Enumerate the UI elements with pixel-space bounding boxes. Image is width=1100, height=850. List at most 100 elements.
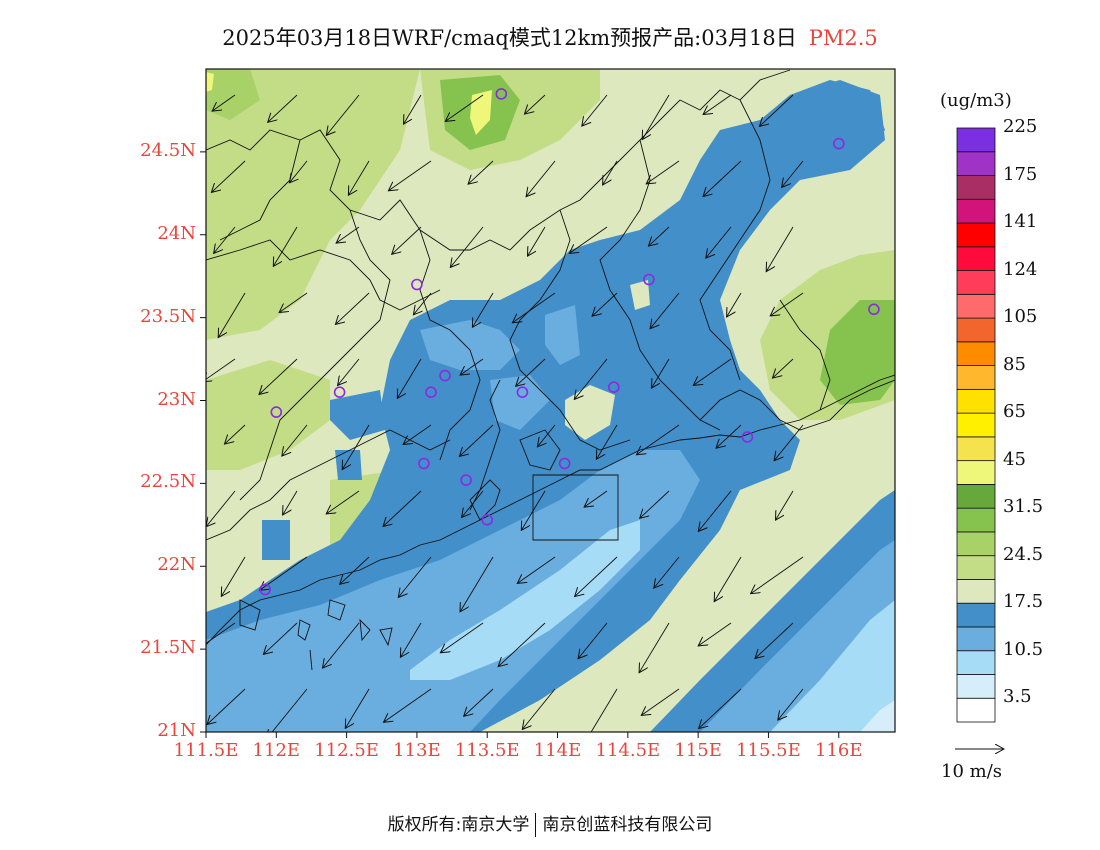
- coastline: [206, 374, 895, 671]
- colorbar-swatch: [956, 175, 996, 200]
- lat-label: 23N: [157, 388, 196, 410]
- station-marker: [868, 303, 880, 316]
- wind-vector: [283, 490, 298, 515]
- field-10-17-sw-blob: [262, 520, 290, 560]
- wind-vector: [342, 424, 370, 470]
- wind-vector: [569, 226, 608, 253]
- wind-vector: [206, 358, 236, 382]
- colorbar-swatch: [956, 317, 996, 343]
- colorbar-swatch: [956, 341, 996, 366]
- station-marker: [741, 431, 754, 443]
- wind-vector: [289, 160, 308, 183]
- wind-vector: [498, 622, 546, 667]
- wind-vector: [755, 622, 794, 659]
- wind-vector: [603, 160, 618, 185]
- wind-vector: [340, 556, 370, 584]
- colorbar-swatch: [956, 127, 996, 153]
- station-marker: [558, 457, 571, 470]
- wind-vector: [468, 160, 494, 184]
- field-3-10-inland2: [545, 305, 580, 365]
- station-marker: [643, 273, 655, 286]
- field-3-bay: [410, 520, 640, 680]
- wind-vector: [776, 490, 794, 520]
- wind-vector: [649, 226, 670, 246]
- wind-vector: [388, 160, 432, 191]
- field-10-17-ne-strip: [790, 80, 885, 150]
- wind-vector: [225, 424, 246, 444]
- wind-vector: [259, 358, 298, 395]
- wind-vector: [445, 94, 484, 121]
- wind-vector: [268, 94, 298, 122]
- wind-vector: [404, 94, 422, 124]
- wind-vector: [574, 358, 608, 399]
- wind-vector: [526, 160, 556, 197]
- wind-vector: [650, 292, 680, 329]
- station-marker: [333, 386, 346, 399]
- wind-vectors: [206, 94, 804, 732]
- wind-vector: [207, 688, 246, 725]
- wind-vector: [652, 358, 670, 388]
- colorbar-swatch: [956, 555, 996, 580]
- wind-vector: [263, 622, 298, 654]
- wind-vector: [221, 556, 246, 596]
- wind-vector: [639, 622, 670, 673]
- wind-vector: [522, 688, 556, 729]
- wind-vector: [706, 226, 732, 258]
- colorbar-swatch: [956, 436, 996, 462]
- colorbar-swatch: [956, 531, 996, 557]
- wind-vector: [521, 490, 546, 530]
- lon-label: 111.5E: [173, 740, 239, 761]
- wind-reference-label: 10 m/s: [941, 761, 1002, 782]
- field-45-65-nw: [206, 72, 214, 92]
- station-marker: [832, 137, 845, 150]
- wind-vector: [646, 160, 680, 184]
- lat-label: 21.5N: [140, 637, 196, 659]
- lon-label: 115.5E: [736, 740, 801, 761]
- station-marker: [270, 406, 283, 418]
- colorbar-label: 17.5: [1003, 591, 1044, 613]
- wind-vector: [714, 556, 742, 602]
- field-3-10-inland: [420, 320, 520, 370]
- title-main: 2025年03月18日WRF/cmaq模式12km预报产品:03月18日: [222, 26, 797, 50]
- colorbar-swatch: [956, 151, 996, 176]
- lon-label: 113E: [393, 740, 441, 761]
- wind-vector: [403, 424, 432, 445]
- field-10-17-west-blob: [330, 390, 385, 440]
- colorbar-label: 3.5: [1003, 686, 1032, 708]
- wind-vector: [537, 424, 556, 447]
- lon-label: 115E: [674, 740, 722, 761]
- wind-vector: [206, 490, 236, 527]
- wind-vector: [397, 358, 422, 398]
- wind-vector: [693, 358, 732, 385]
- wind-vector: [582, 94, 608, 126]
- wind-vector: [345, 688, 370, 728]
- station-marker: [481, 513, 494, 526]
- copyright-prefix: 版权所有:: [387, 815, 462, 835]
- wind-vector: [636, 424, 680, 455]
- wind-vector: [212, 94, 236, 111]
- lon-label: 112.5E: [314, 740, 379, 761]
- wind-vector: [592, 292, 618, 316]
- colorbar-swatch: [956, 388, 996, 414]
- wind-vector: [400, 622, 422, 657]
- wind-vector: [575, 556, 618, 597]
- wind-vector: [716, 424, 742, 448]
- wind-vector: [267, 688, 308, 732]
- wind-vector: [590, 688, 618, 732]
- colorbar-swatch: [956, 626, 996, 652]
- colorbar-label: 175: [1003, 163, 1038, 185]
- wind-vector: [770, 292, 804, 316]
- station-marker: [495, 88, 508, 100]
- wind-vector: [778, 688, 804, 720]
- field-3-se: [770, 600, 895, 732]
- field-10-17-main: [206, 80, 885, 732]
- colorbar-swatch: [956, 579, 996, 604]
- station-marker: [259, 583, 271, 596]
- colorbar-swatch: [956, 270, 996, 295]
- wind-vector: [584, 490, 608, 507]
- wind-vector: [641, 688, 680, 715]
- wind-vector: [773, 358, 794, 378]
- colorbar-units: (ug/m3): [940, 90, 1012, 111]
- station-marker: [411, 278, 423, 291]
- wind-vector: [440, 622, 484, 653]
